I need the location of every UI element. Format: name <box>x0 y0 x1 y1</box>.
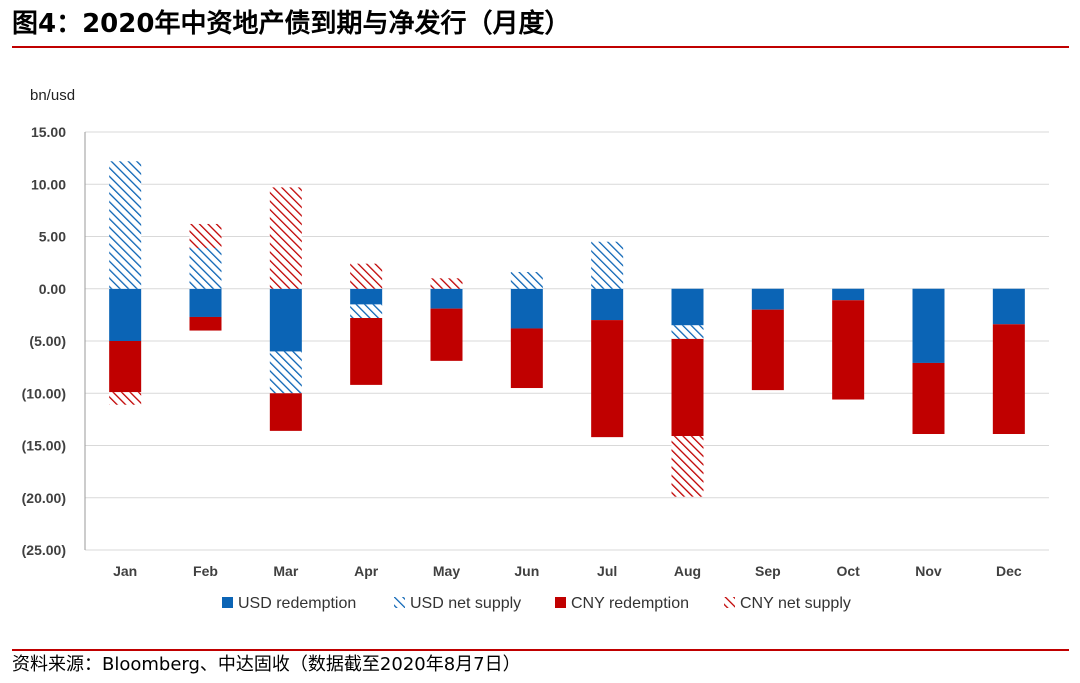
bar-segment-usd-net-supply <box>350 304 383 319</box>
legend-swatch <box>394 597 405 608</box>
bar-segment-usd-redemption <box>510 288 543 329</box>
y-tick-label: (15.00) <box>22 438 66 454</box>
bar-segment-usd-redemption <box>591 288 624 321</box>
x-tick-label: Dec <box>996 563 1022 579</box>
bar-segment-cny-net-supply <box>109 392 142 405</box>
x-tick-label: Aug <box>674 563 701 579</box>
y-tick-label: 0.00 <box>39 281 66 297</box>
bar-segment-usd-net-supply <box>269 351 302 394</box>
bar-segment-cny-redemption <box>671 338 704 437</box>
bar-segment-cny-redemption <box>109 341 142 393</box>
bar-segment-cny-net-supply <box>430 278 463 289</box>
bar-segment-cny-redemption <box>510 328 543 389</box>
legend-item: USD redemption <box>222 595 356 612</box>
bar-segment-usd-redemption <box>109 288 142 341</box>
legend-label: USD net supply <box>410 595 521 612</box>
legend-swatch <box>222 597 233 608</box>
bar-segment-cny-redemption <box>269 393 302 431</box>
x-tick-label: Apr <box>354 563 379 579</box>
y-tick-label: (5.00) <box>29 333 66 349</box>
y-tick-label: (10.00) <box>22 385 66 401</box>
bar-segment-usd-redemption <box>751 288 784 310</box>
bar-segment-usd-redemption <box>912 288 945 363</box>
bar-segment-usd-net-supply <box>189 247 222 289</box>
bar-segment-usd-redemption <box>269 288 302 352</box>
bar-segment-cny-net-supply <box>350 263 383 289</box>
y-tick-label: 15.00 <box>31 124 66 140</box>
x-tick-label: Jul <box>597 563 617 579</box>
x-axis-ticks: Jan Feb Mar Apr May Jun Jul Aug Sep Oct Nov Dec <box>113 563 1022 579</box>
y-tick-label: 5.00 <box>39 229 66 245</box>
legend-item: CNY net supply <box>724 595 851 612</box>
y-tick-label: (20.00) <box>22 490 66 506</box>
legend-swatch <box>555 597 566 608</box>
bar-segment-usd-redemption <box>992 288 1025 325</box>
bars <box>109 161 1025 497</box>
legend-item: USD net supply <box>394 595 521 612</box>
x-tick-label: Jan <box>113 563 137 579</box>
footer-divider <box>12 649 1069 651</box>
y-tick-label: 10.00 <box>31 176 66 192</box>
bar-segment-usd-net-supply <box>591 241 624 289</box>
bar-segment-cny-redemption <box>350 318 383 385</box>
title-divider <box>12 46 1069 48</box>
legend-swatch <box>724 597 735 608</box>
bar-segment-usd-redemption <box>430 288 463 309</box>
bar-segment-cny-net-supply <box>189 223 222 248</box>
bar-segment-usd-net-supply <box>671 325 704 339</box>
bar-segment-cny-net-supply <box>671 436 704 497</box>
gridlines <box>84 131 1049 551</box>
legend-item: CNY redemption <box>555 595 689 612</box>
bar-segment-cny-net-supply <box>269 187 302 289</box>
bar-segment-cny-redemption <box>992 324 1025 435</box>
x-tick-label: Mar <box>273 563 298 579</box>
y-tick-label: (25.00) <box>22 542 66 558</box>
bar-segment-cny-redemption <box>912 362 945 435</box>
x-tick-label: May <box>433 563 460 579</box>
page-title: 图4：2020年中资地产债到期与净发行（月度） <box>12 9 571 39</box>
x-tick-label: Sep <box>755 563 781 579</box>
bar-segment-usd-net-supply <box>510 272 543 289</box>
x-tick-label: Jun <box>514 563 539 579</box>
legend: USD redemption USD net supply CNY redempti… <box>222 595 851 612</box>
bar-segment-usd-redemption <box>671 288 704 326</box>
y-unit-label: bn/usd <box>30 87 75 104</box>
source-note: 资料来源：Bloomberg、中达固收（数据截至2020年8月7日） <box>12 654 521 675</box>
x-tick-label: Nov <box>915 563 942 579</box>
legend-label: USD redemption <box>238 595 356 612</box>
y-axis-ticks: 15.00 10.00 5.00 0.00 (5.00) (10.00) (15.00) (2… <box>22 124 67 558</box>
bar-segment-cny-redemption <box>189 316 222 331</box>
bar-segment-cny-redemption <box>430 308 463 361</box>
bar-segment-cny-redemption <box>832 300 865 400</box>
bar-segment-cny-redemption <box>751 309 784 391</box>
bar-segment-usd-redemption <box>189 288 222 317</box>
bar-segment-usd-net-supply <box>109 161 142 289</box>
x-tick-label: Feb <box>193 563 218 579</box>
legend-label: CNY net supply <box>740 595 851 612</box>
bar-segment-cny-redemption <box>591 320 624 438</box>
bar-segment-usd-redemption <box>350 288 383 305</box>
x-tick-label: Oct <box>836 563 860 579</box>
bar-segment-usd-redemption <box>832 288 865 301</box>
legend-label: CNY redemption <box>571 595 689 612</box>
